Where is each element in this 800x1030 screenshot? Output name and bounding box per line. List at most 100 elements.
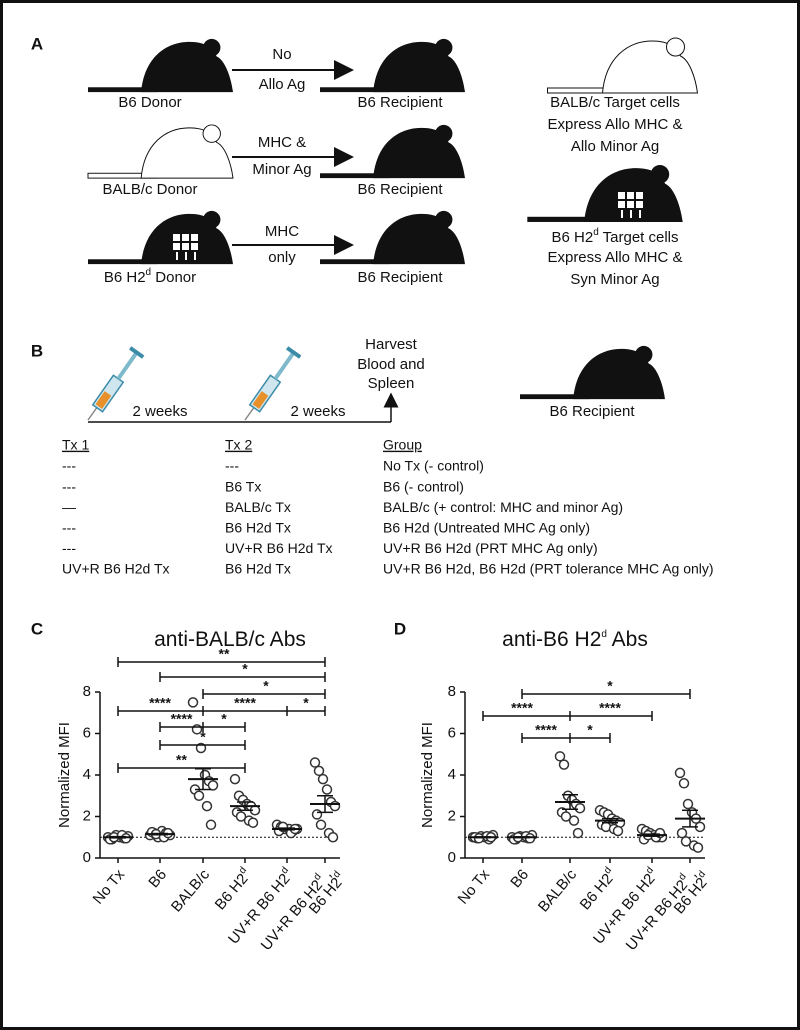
superscript: d bbox=[237, 865, 249, 876]
recipient-label: B6 Recipient bbox=[357, 269, 443, 286]
data-point bbox=[313, 765, 325, 777]
data-point bbox=[558, 759, 570, 770]
mouse bbox=[320, 38, 465, 93]
interval-label: 2 weeks bbox=[132, 403, 187, 420]
text-segment: B6 H2 bbox=[551, 229, 593, 246]
table-cell: B6 H2d (Untreated MHC Ag only) bbox=[383, 520, 590, 536]
arrow-label: MHC & bbox=[258, 134, 306, 151]
significance-label: **** bbox=[171, 711, 193, 727]
chart-title: anti-BALB/c Abs bbox=[154, 628, 306, 651]
data-point bbox=[235, 811, 247, 822]
data-point bbox=[568, 815, 580, 826]
recipient-label: B6 Recipient bbox=[357, 181, 443, 198]
text-segment: B6 bbox=[145, 866, 170, 891]
y-axis-label: Normalized MFI bbox=[56, 722, 73, 828]
chart-title: anti-B6 H2d Abs bbox=[502, 628, 648, 651]
target-label: Syn Minor Ag bbox=[570, 271, 659, 288]
arrow-label: MHC bbox=[265, 223, 299, 240]
panel-label: C bbox=[31, 619, 43, 638]
text-segment: Express Allo MHC & bbox=[547, 249, 682, 266]
text-segment: No Tx bbox=[90, 866, 129, 908]
recipient-label: B6 Recipient bbox=[357, 94, 443, 111]
interval-label: 2 weeks bbox=[290, 403, 345, 420]
mouse bbox=[87, 124, 234, 179]
target-label: Allo Minor Ag bbox=[571, 138, 659, 155]
significance-label: * bbox=[221, 711, 227, 727]
table-cell: BALB/c Tx bbox=[225, 499, 291, 515]
table-cell: — bbox=[62, 499, 76, 515]
data-point bbox=[321, 784, 333, 795]
superscript: d bbox=[331, 869, 343, 880]
text-segment: B6 H2 bbox=[212, 870, 252, 913]
significance-label: * bbox=[607, 678, 613, 694]
x-tick-label: B6 H2d bbox=[210, 865, 255, 913]
superscript: d bbox=[279, 865, 291, 876]
mouse bbox=[88, 210, 233, 265]
significance-label: * bbox=[263, 678, 269, 694]
target-label: Express Allo MHC & bbox=[547, 116, 682, 133]
significance-label: **** bbox=[535, 722, 557, 738]
data-point bbox=[205, 819, 217, 831]
significance-label: * bbox=[242, 661, 248, 677]
data-point bbox=[676, 827, 688, 839]
data-point bbox=[309, 757, 321, 768]
x-tick-label: B6 bbox=[507, 866, 532, 891]
table-header: Group bbox=[383, 437, 422, 453]
table-cell: BALB/c (+ control: MHC and minor Ag) bbox=[383, 499, 623, 515]
text-segment: Syn Minor Ag bbox=[570, 271, 659, 288]
data-point bbox=[187, 697, 199, 708]
table-cell: --- bbox=[225, 458, 239, 474]
panel-label: A bbox=[31, 34, 43, 53]
table-header: Tx 1 bbox=[62, 437, 89, 453]
harvest-label: Spleen bbox=[368, 375, 415, 392]
data-point bbox=[207, 780, 219, 791]
h2d-icon bbox=[618, 192, 643, 218]
text-segment: Donor bbox=[151, 269, 196, 286]
target-label: BALB/c Target cells bbox=[550, 94, 680, 111]
text-segment: B6 H2 bbox=[104, 269, 146, 286]
text-segment: Abs bbox=[607, 628, 648, 651]
harvest-label: Blood and bbox=[357, 356, 425, 373]
table-cell: No Tx (- control) bbox=[383, 458, 484, 474]
text-segment: BALB/c Target cells bbox=[550, 94, 680, 111]
x-tick-label: BALB/c bbox=[168, 866, 213, 916]
text-segment: B6 H2 bbox=[577, 870, 617, 913]
superscript: d bbox=[146, 267, 152, 278]
table-cell: UV+R B6 H2d Tx bbox=[62, 561, 170, 577]
table-cell: B6 Tx bbox=[225, 478, 261, 494]
significance-label: **** bbox=[599, 700, 621, 716]
arrow-label: Allo Ag bbox=[259, 76, 306, 93]
mouse bbox=[527, 165, 683, 222]
arrow-label: Minor Ag bbox=[252, 161, 311, 178]
text-segment: BALB/c bbox=[168, 866, 213, 916]
table-cell: --- bbox=[62, 478, 76, 494]
superscript: d bbox=[677, 871, 689, 882]
text-segment: Allo Minor Ag bbox=[571, 138, 659, 155]
text-segment: anti-B6 H2 bbox=[502, 628, 601, 651]
data-point bbox=[554, 751, 566, 762]
data-point bbox=[327, 832, 339, 843]
superscript: d bbox=[696, 869, 708, 880]
arrow-label: No bbox=[272, 46, 291, 63]
significance-label: * bbox=[303, 695, 309, 711]
mouse bbox=[88, 38, 233, 93]
data-point bbox=[678, 778, 690, 789]
mouse bbox=[320, 210, 465, 265]
y-tick-label: 0 bbox=[448, 849, 456, 866]
table-cell: --- bbox=[62, 458, 76, 474]
y-tick-label: 2 bbox=[448, 807, 456, 824]
text-segment: anti-BALB/c Abs bbox=[154, 628, 306, 651]
y-tick-label: 0 bbox=[83, 849, 91, 866]
donor-label: B6 H2d Donor bbox=[104, 267, 196, 286]
table-cell: UV+R B6 H2d Tx bbox=[225, 540, 333, 556]
table-header: Tx 2 bbox=[225, 437, 252, 453]
data-point bbox=[317, 773, 329, 785]
significance-label: **** bbox=[234, 695, 256, 711]
x-tick-label: BALB/c bbox=[535, 866, 580, 916]
data-point bbox=[612, 825, 624, 837]
y-tick-label: 6 bbox=[83, 724, 91, 741]
significance-label: * bbox=[200, 729, 206, 745]
target-label: Express Allo MHC & bbox=[547, 249, 682, 266]
